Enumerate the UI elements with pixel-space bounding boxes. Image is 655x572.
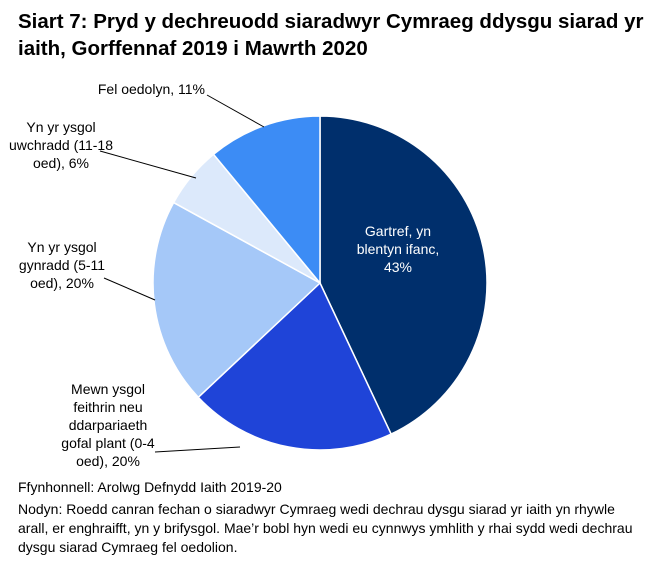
leader-line (99, 150, 197, 179)
source: Ffynhonnell: Arolwg Defnydd Iaith 2019-2… (18, 479, 282, 495)
chart-title: Siart 7: Pryd y dechreuodd siaradwyr Cym… (18, 10, 644, 60)
pie-slice (152, 201, 322, 399)
slice-label: Mewn ysgol feithrin neu ddarpariaeth gof… (61, 381, 155, 469)
pie-slice (212, 115, 321, 286)
leader-line (103, 277, 156, 301)
leader-line (206, 94, 265, 128)
leader-line (154, 446, 241, 453)
slice-label: Gartref, yn blentyn ifanc, 43% (356, 223, 440, 275)
slice-label: Yn yr ysgol gynradd (5-11 oed), 20% (18, 239, 106, 291)
slice-label: Fel oedolyn, 11% (97, 81, 205, 97)
pie-slice (197, 281, 393, 451)
pie-slice (319, 115, 488, 436)
note: Nodyn: Roedd canran fechan o siaradwyr C… (18, 501, 633, 555)
slice-label: Yn yr ysgol uwchradd (11-18 oed), 6% (8, 119, 114, 171)
